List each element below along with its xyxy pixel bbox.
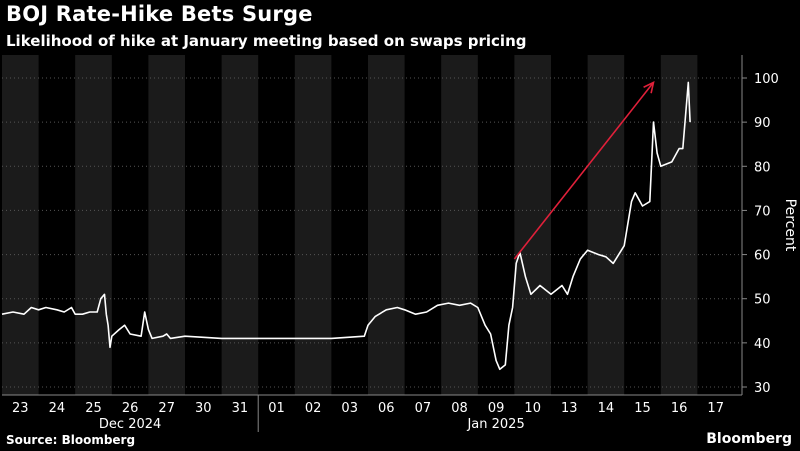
x-tick-label: 26 — [122, 401, 139, 416]
y-tick-label: 40 — [754, 337, 771, 352]
bloomberg-logo: Bloomberg — [706, 431, 792, 447]
y-tick-label: 70 — [754, 204, 771, 219]
column-band — [294, 55, 332, 395]
x-group-label: Jan 2025 — [466, 417, 524, 432]
y-tick-label: 60 — [754, 249, 771, 264]
x-tick-label: 14 — [598, 401, 615, 416]
y-tick-label: 90 — [754, 116, 771, 131]
column-band — [75, 55, 112, 395]
x-tick-label: 06 — [378, 401, 395, 416]
chart-subtitle: Likelihood of hike at January meeting ba… — [6, 32, 527, 50]
x-tick-label: 10 — [524, 401, 541, 416]
x-tick-label: 01 — [268, 401, 285, 416]
x-tick-label: 15 — [634, 401, 651, 416]
x-tick-label: 13 — [561, 401, 578, 416]
y-tick-label: 100 — [754, 72, 779, 87]
y-tick-label: 50 — [754, 293, 771, 308]
chart-title: BOJ Rate-Hike Bets Surge — [6, 2, 313, 26]
y-tick-label: 80 — [754, 160, 771, 175]
x-tick-label: 31 — [232, 401, 249, 416]
x-tick-label: 08 — [451, 401, 468, 416]
column-band — [514, 55, 551, 395]
x-tick-label: 03 — [341, 401, 358, 416]
column-band — [660, 55, 698, 395]
x-tick-label: 25 — [85, 401, 102, 416]
series-line — [1, 81, 691, 371]
arrow-head-icon — [643, 80, 655, 94]
x-tick-label: 30 — [195, 401, 212, 416]
x-tick-label: 27 — [158, 401, 175, 416]
column-band — [148, 55, 185, 395]
column-band — [368, 55, 405, 395]
x-tick-label: 23 — [12, 401, 29, 416]
y-axis-label: Percent — [782, 199, 798, 252]
x-tick-label: 24 — [49, 401, 66, 416]
y-tick-label: 30 — [754, 381, 771, 396]
column-band — [587, 55, 625, 395]
x-tick-label: 16 — [671, 401, 688, 416]
column-band — [2, 55, 39, 395]
column-band — [441, 55, 478, 395]
x-tick-label: 02 — [305, 401, 322, 416]
x-group-label: Dec 2024 — [99, 417, 161, 432]
x-tick-label: 09 — [488, 401, 505, 416]
x-tick-label: 07 — [415, 401, 432, 416]
trend-arrow — [513, 81, 655, 260]
source-note: Source: Bloomberg — [6, 433, 136, 447]
column-band — [221, 55, 259, 395]
x-tick-label: 17 — [707, 401, 724, 416]
